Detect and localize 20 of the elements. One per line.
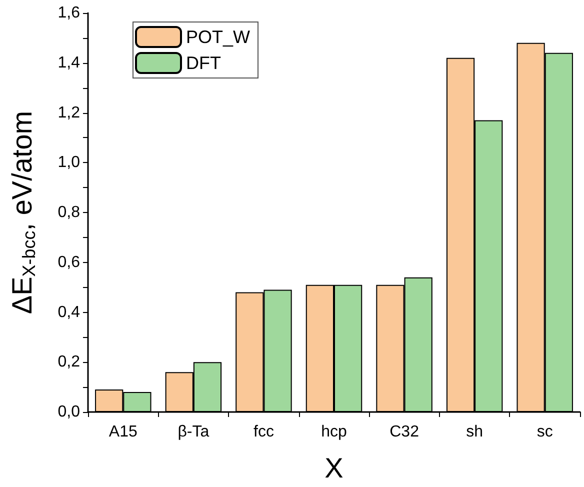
legend-label: POT_W: [186, 27, 250, 47]
y-axis-title: ΔEX-bcc, eV/atom: [6, 110, 39, 314]
x-tick-label: β-Ta: [178, 424, 210, 440]
x-tick-label: C32: [390, 424, 420, 440]
y-tick-label: 1,6: [58, 4, 80, 22]
y-tick-label: 1,4: [58, 54, 80, 72]
x-tick-label: A15: [108, 424, 138, 440]
y-tick-label: 0,8: [58, 204, 80, 221]
y-tick-label: 1,2: [58, 104, 80, 122]
x-tick-label: hcp: [321, 424, 347, 440]
y-tick-label: 0,2: [58, 354, 80, 371]
y-tick-label: 0,0: [58, 404, 80, 420]
x-tick-label: sc: [536, 424, 553, 440]
y-tick-label: 0,6: [58, 254, 80, 271]
y-tick-label: 0,4: [58, 304, 80, 321]
x-axis-title: X: [324, 452, 344, 484]
y-tick-label: 1,0: [58, 154, 80, 172]
x-tick-label: fcc: [253, 424, 274, 440]
legend-label: DFT: [186, 53, 221, 73]
x-tick-label: sh: [466, 424, 484, 440]
